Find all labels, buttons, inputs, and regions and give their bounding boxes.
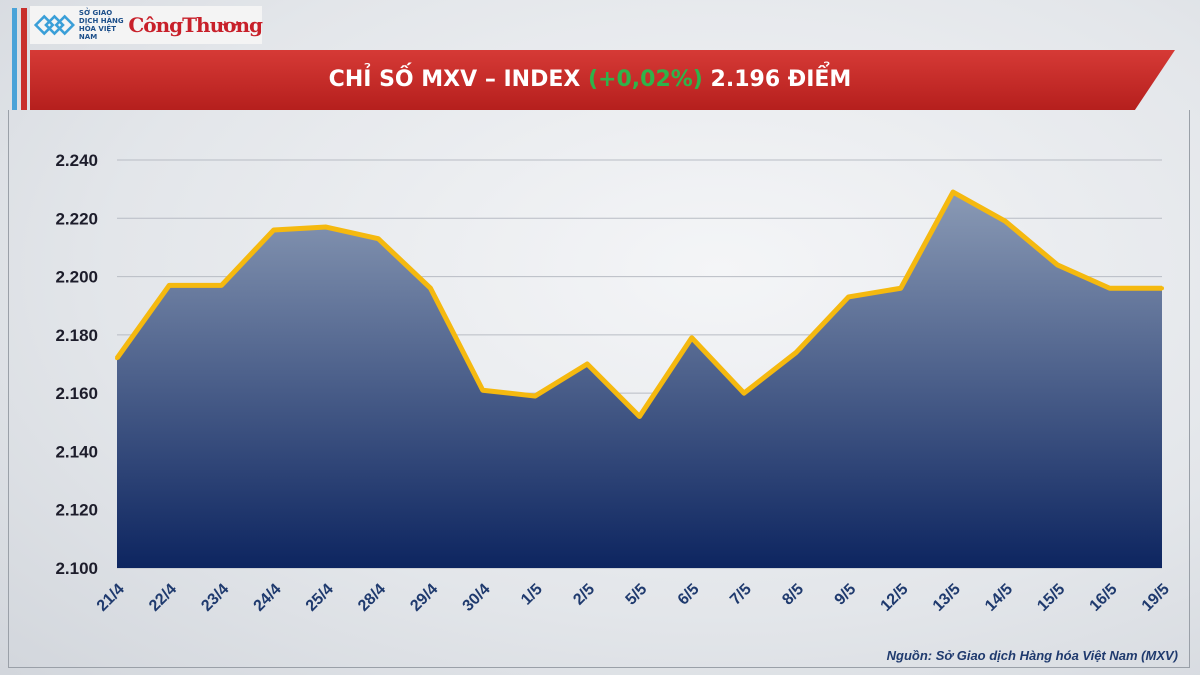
data-point <box>219 283 224 288</box>
chart-title: CHỈ SỐ MXV – INDEX (+0,02%) 2.196 ĐIỂM <box>30 50 1150 110</box>
x-tick-label: 30/4 <box>460 581 494 615</box>
x-tick-label: 7/5 <box>727 581 755 609</box>
y-tick-label: 2.200 <box>55 268 98 287</box>
area-fill <box>117 192 1162 569</box>
data-point <box>1107 286 1112 291</box>
x-tick-label: 14/5 <box>982 581 1016 615</box>
chart-frame <box>8 110 1190 668</box>
x-tick-label: 9/5 <box>832 581 860 609</box>
logo: SỞ GIAO DỊCH HÀNG HÓA VIỆT NAM CôngThươn… <box>30 6 263 44</box>
data-point <box>898 286 903 291</box>
data-point <box>115 356 119 361</box>
x-tick-label: 22/4 <box>146 581 180 615</box>
source-note: Nguồn: Sở Giao dịch Hàng hóa Việt Nam (M… <box>886 648 1178 663</box>
data-point <box>1160 286 1164 291</box>
x-tick-label: 12/5 <box>878 581 912 615</box>
x-tick-label: 29/4 <box>407 581 441 615</box>
data-point <box>428 286 433 291</box>
data-point <box>167 283 172 288</box>
x-tick-label: 6/5 <box>675 581 703 609</box>
accent-bar-red <box>21 8 27 110</box>
mxv-logo-icon <box>34 14 75 36</box>
data-point <box>271 227 276 232</box>
data-point <box>742 391 746 396</box>
data-point <box>846 294 851 299</box>
data-point <box>376 236 381 241</box>
logo-brand: CôngThương <box>128 13 263 37</box>
x-tick-label: 16/5 <box>1087 581 1121 615</box>
x-tick-label: 25/4 <box>303 581 337 615</box>
y-tick-label: 2.160 <box>55 384 98 403</box>
x-tick-label: 21/4 <box>94 581 128 615</box>
y-tick-label: 2.120 <box>55 501 98 520</box>
logo-org-text: SỞ GIAO DỊCH HÀNG HÓA VIỆT NAM <box>78 9 124 41</box>
x-tick-label: 8/5 <box>779 581 807 609</box>
title-banner <box>30 50 1175 110</box>
y-tick-label: 2.180 <box>55 326 98 345</box>
x-tick-label: 19/5 <box>1139 581 1173 615</box>
data-point <box>585 362 590 366</box>
x-tick-label: 13/5 <box>930 581 964 615</box>
data-point <box>533 394 537 399</box>
data-point <box>637 414 642 419</box>
x-tick-label: 28/4 <box>355 581 389 615</box>
accent-bar-blue <box>12 8 17 110</box>
y-tick-label: 2.240 <box>55 151 98 170</box>
y-tick-label: 2.100 <box>55 559 98 578</box>
x-tick-label: 24/4 <box>251 581 285 615</box>
x-tick-label: 15/5 <box>1034 581 1068 615</box>
x-tick-label: 23/4 <box>198 581 232 615</box>
title-change: (+0,02%) <box>588 67 703 92</box>
data-point <box>324 225 328 230</box>
data-point <box>794 350 799 355</box>
title-prefix: CHỈ SỐ MXV – INDEX <box>328 67 588 92</box>
data-point <box>951 190 955 195</box>
y-tick-label: 2.220 <box>55 209 98 228</box>
data-point <box>689 335 694 340</box>
title-suffix: 2.196 ĐIỂM <box>702 67 852 92</box>
data-point <box>1055 262 1060 267</box>
data-point <box>1003 219 1008 224</box>
y-tick-label: 2.140 <box>55 442 98 461</box>
x-tick-label: 2/5 <box>570 581 598 609</box>
data-point <box>480 388 485 393</box>
x-tick-label: 5/5 <box>623 581 651 609</box>
x-tick-label: 1/5 <box>518 581 546 609</box>
